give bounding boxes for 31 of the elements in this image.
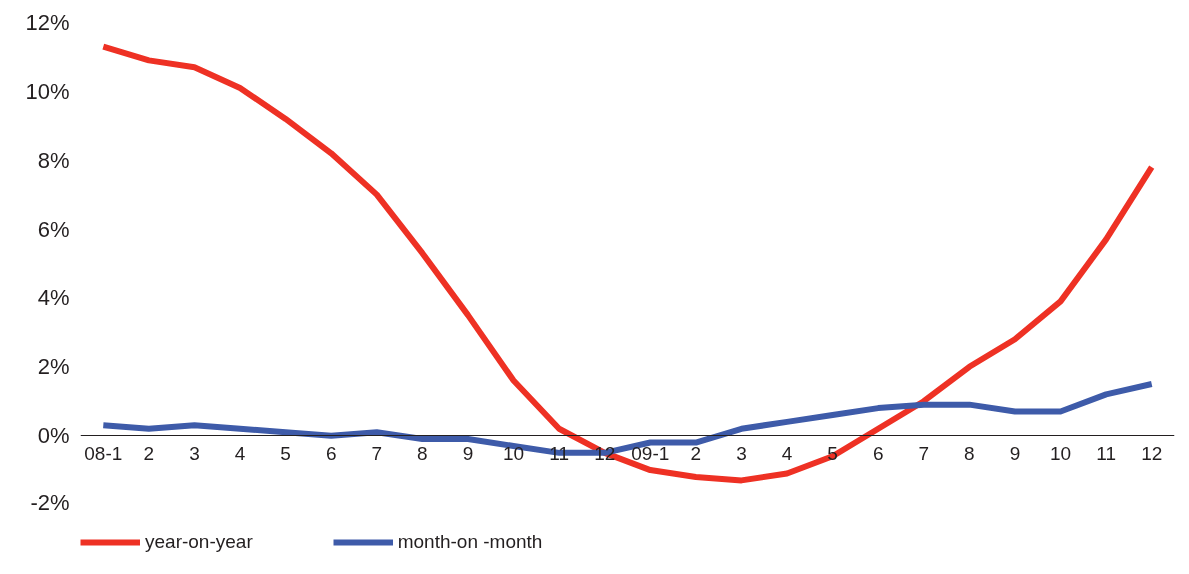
x-tick-label: 12 xyxy=(1141,442,1163,464)
y-tick-label: 2% xyxy=(37,354,70,380)
x-tick-label: 7 xyxy=(371,442,383,464)
legend-label: month-on -month xyxy=(397,531,543,553)
y-tick-label: 0% xyxy=(37,423,70,449)
x-tick-label: 2 xyxy=(143,442,155,464)
x-tick-label: 4 xyxy=(234,442,246,464)
y-tick-label: 10% xyxy=(25,78,70,104)
x-tick-label: 10 xyxy=(502,442,525,464)
y-tick-label: -2% xyxy=(30,489,70,515)
y-tick-label: 8% xyxy=(37,147,70,173)
x-tick-label: 6 xyxy=(325,442,337,464)
x-tick-label: 08-1 xyxy=(84,442,123,464)
y-tick-label: 4% xyxy=(37,285,70,311)
x-tick-label: 7 xyxy=(918,442,930,464)
x-tick-label: 2 xyxy=(690,442,702,464)
x-tick-label: 10 xyxy=(1049,442,1072,464)
x-tick-label: 3 xyxy=(736,442,747,464)
x-tick-label: 4 xyxy=(781,442,793,464)
x-tick-label: 8 xyxy=(417,442,428,464)
x-tick-label: 3 xyxy=(189,442,200,464)
legend-label: year-on-year xyxy=(145,531,253,553)
x-tick-label: 11 xyxy=(1096,442,1116,464)
x-tick-label: 9 xyxy=(462,442,474,464)
x-tick-label: 8 xyxy=(964,442,975,464)
x-tick-label: 5 xyxy=(280,442,291,464)
x-tick-label: 9 xyxy=(1009,442,1021,464)
y-tick-label: 6% xyxy=(37,216,70,242)
x-tick-label: 6 xyxy=(872,442,884,464)
y-tick-label: 12% xyxy=(25,10,70,35)
x-tick-label: 09-1 xyxy=(631,442,670,464)
